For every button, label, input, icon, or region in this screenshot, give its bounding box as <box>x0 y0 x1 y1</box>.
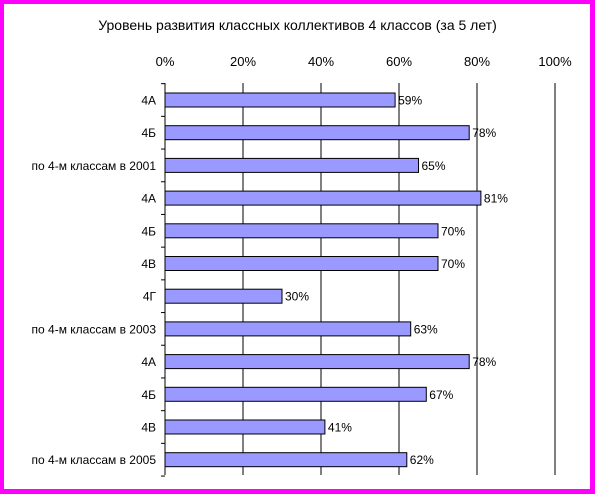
x-tick-label: 0% <box>156 54 175 69</box>
x-tick-label: 40% <box>308 54 334 69</box>
data-label: 41% <box>328 421 352 435</box>
category-label: по 4-м классам в 2005 <box>32 453 157 467</box>
x-tick-label: 100% <box>538 54 572 69</box>
category-label: 4Б <box>141 388 156 402</box>
x-tick-label: 60% <box>386 54 412 69</box>
data-label: 70% <box>441 257 465 271</box>
category-label: по 4-м классам в 2003 <box>32 322 157 336</box>
bar <box>164 157 419 173</box>
data-label: 63% <box>414 322 438 336</box>
data-label: 67% <box>429 388 453 402</box>
category-label: 4В <box>141 257 156 271</box>
data-label: 78% <box>472 355 496 369</box>
bar <box>164 321 412 337</box>
data-label: 65% <box>422 159 446 173</box>
category-label: 4А <box>141 192 156 206</box>
bar <box>164 354 470 370</box>
data-label: 59% <box>398 94 422 108</box>
chart-title: Уровень развития классных коллективов 4 … <box>98 17 497 33</box>
category-label: 4Б <box>141 126 156 140</box>
data-label: 30% <box>285 290 309 304</box>
category-label: 4А <box>141 94 156 108</box>
bar <box>164 386 427 402</box>
data-label: 81% <box>484 192 508 206</box>
category-label: по 4-м классам в 2001 <box>32 159 157 173</box>
data-label: 78% <box>472 126 496 140</box>
category-label: 4Г <box>143 290 157 304</box>
data-label: 62% <box>410 453 434 467</box>
category-label: 4А <box>141 355 156 369</box>
chart-frame <box>4 4 590 489</box>
bar <box>164 190 482 206</box>
x-tick-label: 80% <box>464 54 490 69</box>
category-label: 4Б <box>141 224 156 238</box>
bar <box>164 288 283 304</box>
data-label: 70% <box>441 224 465 238</box>
x-tick-label: 20% <box>230 54 256 69</box>
bar <box>164 419 326 435</box>
bar <box>164 452 408 468</box>
bar <box>164 92 396 108</box>
bar <box>164 223 439 239</box>
category-label: 4В <box>141 421 156 435</box>
bar <box>164 256 439 271</box>
bar <box>164 125 470 141</box>
